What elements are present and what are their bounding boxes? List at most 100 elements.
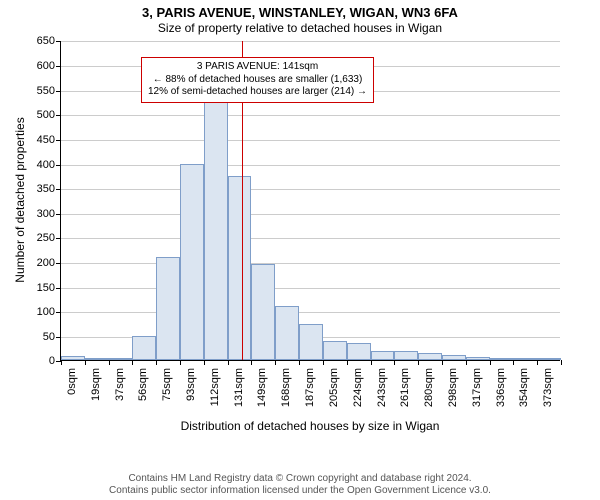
xtick-label: 280sqm bbox=[423, 368, 435, 407]
xtick-label: 19sqm bbox=[90, 368, 102, 401]
gridline bbox=[61, 41, 560, 42]
xtick-label: 336sqm bbox=[495, 368, 507, 407]
gridline bbox=[61, 189, 560, 190]
xtick-label: 224sqm bbox=[352, 368, 364, 407]
xtick-label: 37sqm bbox=[114, 368, 126, 401]
xtick-label: 205sqm bbox=[328, 368, 340, 407]
xtick-label: 149sqm bbox=[256, 368, 268, 407]
histogram-bar bbox=[275, 306, 299, 360]
xtick-mark bbox=[394, 360, 395, 365]
xtick-mark bbox=[61, 360, 62, 365]
xtick-label: 298sqm bbox=[447, 368, 459, 407]
xtick-label: 131sqm bbox=[233, 368, 245, 407]
ytick-label: 100 bbox=[37, 306, 61, 318]
histogram-bar bbox=[228, 176, 252, 361]
xtick-label: 56sqm bbox=[137, 368, 149, 401]
annotation-line: 3 PARIS AVENUE: 141sqm bbox=[148, 61, 367, 74]
gridline bbox=[61, 312, 560, 313]
ytick-label: 500 bbox=[37, 109, 61, 121]
footer: Contains HM Land Registry data © Crown c… bbox=[0, 473, 600, 496]
histogram-bar bbox=[466, 357, 490, 361]
xtick-label: 93sqm bbox=[185, 368, 197, 401]
ytick-label: 50 bbox=[43, 331, 61, 343]
annotation-line: 12% of semi-detached houses are larger (… bbox=[148, 86, 367, 99]
ytick-label: 650 bbox=[37, 35, 61, 47]
xtick-mark bbox=[85, 360, 86, 365]
xtick-mark bbox=[561, 360, 562, 365]
histogram-bar bbox=[156, 257, 180, 360]
gridline bbox=[61, 238, 560, 239]
gridline bbox=[61, 288, 560, 289]
annotation-line: ← 88% of detached houses are smaller (1,… bbox=[148, 74, 367, 87]
xtick-label: 187sqm bbox=[304, 368, 316, 407]
xtick-mark bbox=[204, 360, 205, 365]
histogram-bar bbox=[347, 343, 371, 360]
xtick-mark bbox=[490, 360, 491, 365]
x-axis-label: Distribution of detached houses by size … bbox=[60, 419, 560, 433]
gridline bbox=[61, 115, 560, 116]
xtick-mark bbox=[323, 360, 324, 365]
ytick-label: 250 bbox=[37, 232, 61, 244]
y-axis-label: Number of detached properties bbox=[13, 40, 27, 360]
histogram-bar bbox=[490, 358, 514, 361]
xtick-mark bbox=[513, 360, 514, 365]
xtick-mark bbox=[537, 360, 538, 365]
xtick-mark bbox=[228, 360, 229, 365]
xtick-label: 75sqm bbox=[161, 368, 173, 401]
histogram-bar bbox=[323, 341, 347, 361]
histogram-bar bbox=[442, 355, 466, 361]
ytick-label: 350 bbox=[37, 183, 61, 195]
xtick-mark bbox=[371, 360, 372, 365]
ytick-label: 200 bbox=[37, 257, 61, 269]
xtick-label: 373sqm bbox=[542, 368, 554, 407]
xtick-mark bbox=[109, 360, 110, 365]
xtick-label: 112sqm bbox=[209, 368, 221, 406]
ytick-label: 450 bbox=[37, 134, 61, 146]
histogram-bar bbox=[251, 264, 275, 360]
ytick-label: 150 bbox=[37, 282, 61, 294]
xtick-label: 354sqm bbox=[518, 368, 530, 407]
page-subtitle: Size of property relative to detached ho… bbox=[0, 22, 600, 35]
page-title: 3, PARIS AVENUE, WINSTANLEY, WIGAN, WN3 … bbox=[0, 0, 600, 20]
ytick-label: 400 bbox=[37, 159, 61, 171]
histogram-bar bbox=[109, 358, 133, 360]
xtick-mark bbox=[299, 360, 300, 365]
histogram-bar bbox=[204, 90, 228, 361]
xtick-mark bbox=[132, 360, 133, 365]
histogram-bar bbox=[513, 358, 537, 360]
gridline bbox=[61, 214, 560, 215]
ytick-label: 550 bbox=[37, 85, 61, 97]
footer-line-2: Contains public sector information licen… bbox=[0, 485, 600, 497]
histogram-bar bbox=[61, 356, 85, 361]
xtick-label: 0sqm bbox=[66, 368, 78, 395]
ytick-label: 600 bbox=[37, 60, 61, 72]
gridline bbox=[61, 165, 560, 166]
xtick-mark bbox=[347, 360, 348, 365]
xtick-mark bbox=[418, 360, 419, 365]
xtick-mark bbox=[156, 360, 157, 365]
xtick-mark bbox=[180, 360, 181, 365]
ytick-label: 0 bbox=[49, 355, 61, 367]
histogram-bar bbox=[394, 351, 418, 361]
histogram-chart: Number of detached properties 0501001502… bbox=[60, 41, 560, 441]
footer-line-1: Contains HM Land Registry data © Crown c… bbox=[0, 473, 600, 485]
xtick-mark bbox=[466, 360, 467, 365]
xtick-mark bbox=[275, 360, 276, 365]
annotation-box: 3 PARIS AVENUE: 141sqm← 88% of detached … bbox=[141, 57, 374, 103]
ytick-label: 300 bbox=[37, 208, 61, 220]
xtick-label: 168sqm bbox=[280, 368, 292, 407]
xtick-label: 317sqm bbox=[471, 368, 483, 407]
xtick-label: 243sqm bbox=[376, 368, 388, 407]
xtick-label: 261sqm bbox=[399, 368, 411, 407]
xtick-mark bbox=[251, 360, 252, 365]
gridline bbox=[61, 263, 560, 264]
xtick-mark bbox=[442, 360, 443, 365]
histogram-bar bbox=[371, 351, 395, 361]
gridline bbox=[61, 140, 560, 141]
histogram-bar bbox=[132, 336, 156, 361]
histogram-bar bbox=[418, 353, 442, 360]
histogram-bar bbox=[299, 324, 323, 361]
histogram-bar bbox=[180, 164, 204, 361]
histogram-bar bbox=[85, 358, 109, 360]
histogram-bar bbox=[537, 358, 561, 360]
